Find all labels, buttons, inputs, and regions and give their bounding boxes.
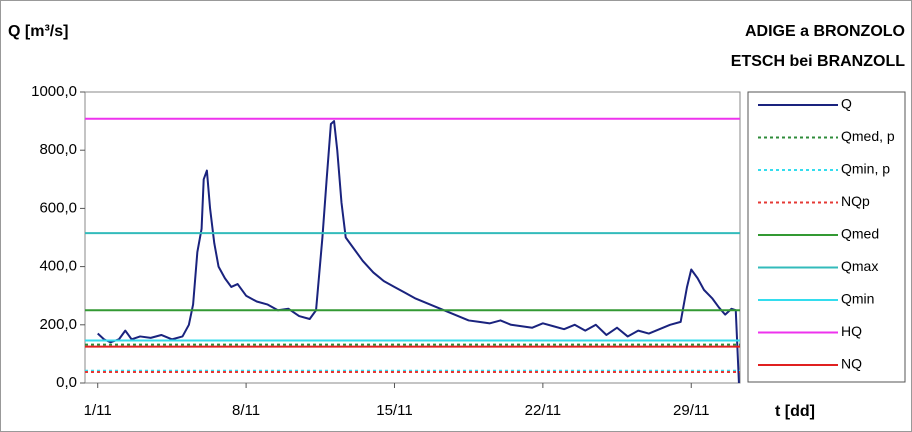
x-axis-label: t [dd]: [775, 403, 815, 420]
legend-label: Qmed, p: [841, 128, 895, 144]
y-tick-label: 200,0: [39, 316, 77, 333]
x-tick-label: 29/11: [673, 402, 709, 419]
y-tick-label: 0,0: [56, 374, 77, 391]
x-tick-label: 8/11: [232, 402, 260, 419]
y-tick-label: 800,0: [39, 141, 77, 158]
legend: [747, 91, 906, 383]
y-tick-label: 1000,0: [31, 83, 77, 100]
legend-label: NQ: [841, 356, 862, 372]
x-tick-label: 22/11: [525, 402, 561, 419]
y-tick-label: 600,0: [39, 199, 77, 216]
legend-label: Qmin, p: [841, 161, 890, 177]
legend-label: HQ: [841, 323, 862, 339]
legend-label: Qmin: [841, 291, 874, 307]
legend-label: Qmed: [841, 226, 879, 242]
chart-subtitle: ETSCH bei BRANZOLL: [731, 53, 905, 70]
legend-label: Q: [841, 96, 852, 112]
legend-label: NQp: [841, 193, 870, 209]
data-line: [97, 120, 740, 384]
plot-area: [84, 91, 741, 384]
y-tick-label: 400,0: [39, 258, 77, 275]
x-tick-label: 15/11: [376, 402, 412, 419]
y-axis-label: Q [m³/s]: [8, 23, 68, 40]
chart-title: ADIGE a BRONZOLO: [745, 23, 905, 40]
x-tick-label: 1/11: [84, 402, 112, 419]
legend-label: Qmax: [841, 258, 878, 274]
